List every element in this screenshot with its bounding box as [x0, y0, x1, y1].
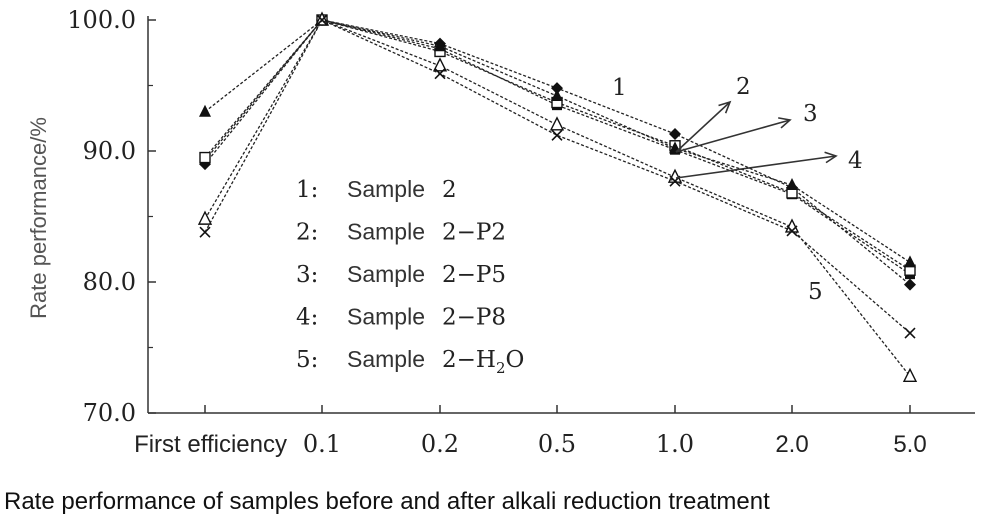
legend-item-3: 3: Sample 2−P5	[296, 261, 506, 288]
series-1	[199, 14, 916, 291]
open-triangle-marker	[549, 116, 565, 131]
open-triangle-marker	[197, 210, 213, 225]
triangle-marker	[786, 178, 798, 191]
series-callout-label: 3	[803, 101, 818, 127]
series-callout-label: 4	[848, 148, 863, 174]
x-tick-label: 5.0	[893, 431, 926, 458]
series-callouts: 1 2 3 4 5	[612, 74, 863, 305]
legend-sample-word: Sample	[347, 261, 425, 287]
chart-legend: 1: Sample 2 2: Sample 2−P2 3: Sample 2−P5 4: Sampl…	[296, 176, 524, 377]
legend-sample-word: Sample	[347, 346, 425, 372]
x-tick-label: 0.5	[538, 430, 576, 458]
callout-arrow-shaft	[675, 119, 791, 153]
x-tick-label: 0.1	[303, 430, 341, 458]
y-tick-label: 90.0	[83, 137, 136, 165]
x-tick-label: 2.0	[775, 431, 808, 458]
legend-sample-code: 2−P8	[442, 305, 506, 331]
triangle-marker	[904, 255, 916, 268]
legend-number: 3:	[296, 262, 318, 288]
legend-sample-word: Sample	[347, 219, 425, 245]
triangle-marker	[434, 39, 446, 52]
rate-performance-chart: 100.0 90.0 80.0 70.0 First efficiency 0.1 0.2 0…	[26, 6, 975, 458]
legend-item-5: 5: Sample 2−H2O	[296, 346, 524, 377]
triangle-marker	[199, 104, 211, 117]
legend-number: 1:	[296, 177, 318, 203]
x-tick-label: 1.0	[656, 430, 694, 458]
cross-marker-stroke	[786, 225, 798, 237]
open-triangle-marker	[432, 57, 448, 72]
diamond-marker	[904, 278, 916, 291]
cross-marker-stroke	[904, 327, 916, 339]
legend-item-1: 1: Sample 2	[296, 176, 457, 203]
callout-arrow-shaft	[675, 155, 837, 179]
y-tick-label: 70.0	[83, 399, 136, 427]
legend-sample-code: 2−H2O	[442, 347, 524, 377]
x-tick-label: First efficiency	[134, 431, 287, 458]
cross-marker-stroke	[551, 129, 563, 141]
y-tick-label: 80.0	[83, 268, 136, 296]
legend-item-4: 4: Sample 2−P8	[296, 304, 506, 331]
legend-item-2: 2: Sample 2−P2	[296, 219, 506, 246]
legend-number: 4:	[296, 305, 318, 331]
legend-sample-code: 2	[442, 177, 457, 203]
legend-number: 2:	[296, 220, 318, 246]
callout-arrow-shaft	[675, 101, 731, 153]
legend-sample-word: Sample	[347, 304, 425, 330]
diamond-marker	[669, 127, 681, 140]
diamond-marker	[551, 82, 563, 95]
cross-marker-stroke	[434, 68, 446, 80]
legend-sample-word: Sample	[347, 176, 425, 202]
cross-marker-stroke	[199, 226, 211, 238]
callout-arrow-head	[778, 117, 792, 129]
cross-marker-stroke	[316, 14, 328, 26]
open-triangle-marker	[902, 367, 918, 383]
triangle-marker	[551, 88, 563, 101]
y-tick-label: 100.0	[67, 6, 136, 34]
figure-caption: Rate performance of samples before and a…	[4, 488, 770, 515]
legend-sample-code: 2−P2	[442, 220, 506, 246]
legend-sample-code: 2−P5	[442, 262, 506, 288]
series-callout-label: 1	[612, 75, 627, 101]
series-callout-label: 2	[736, 74, 751, 100]
chart-axes: 100.0 90.0 80.0 70.0 First efficiency 0.1 0.2 0…	[26, 6, 975, 458]
series-layer	[197, 11, 918, 383]
series-6	[199, 14, 916, 339]
callout-arrow-head	[718, 100, 732, 114]
open-square-marker	[199, 151, 211, 164]
series-callout-label: 5	[808, 279, 823, 305]
legend-number: 5:	[296, 347, 318, 373]
callout-arrow-head	[824, 151, 838, 164]
y-axis-title: Rate performance/%	[26, 117, 51, 319]
x-tick-label: 0.2	[421, 430, 459, 458]
